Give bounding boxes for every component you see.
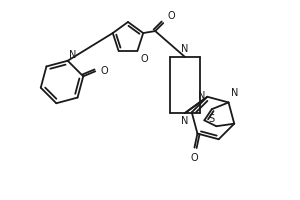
- Text: O: O: [167, 11, 175, 21]
- Text: S: S: [208, 114, 214, 124]
- Text: N: N: [181, 116, 189, 126]
- Text: O: O: [140, 54, 148, 64]
- Text: O: O: [100, 66, 108, 76]
- Text: N: N: [181, 44, 189, 54]
- Text: N: N: [198, 91, 205, 101]
- Text: O: O: [190, 153, 198, 163]
- Text: N: N: [231, 88, 238, 98]
- Text: N: N: [69, 50, 76, 60]
